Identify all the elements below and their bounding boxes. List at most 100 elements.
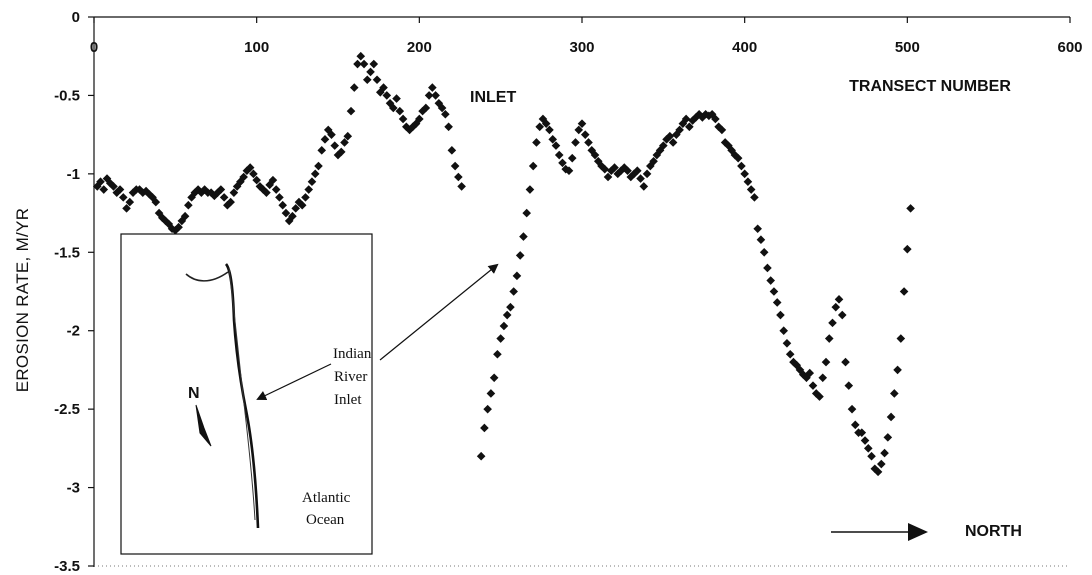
- data-point: [519, 232, 528, 241]
- data-point: [265, 180, 274, 190]
- inlet-annotation: INLET: [470, 89, 516, 106]
- x-tick-label: 400: [732, 39, 757, 56]
- data-point: [554, 150, 564, 160]
- data-point: [307, 177, 317, 186]
- data-point: [158, 213, 167, 223]
- inset-map: N Indian River Inlet Atlantic Ocean: [120, 233, 373, 555]
- data-point: [769, 287, 779, 296]
- data-point: [333, 150, 343, 160]
- data-point: [415, 114, 424, 124]
- data-point: [811, 389, 821, 398]
- data-point: [815, 392, 824, 401]
- data-point: [571, 138, 580, 147]
- data-point: [372, 75, 382, 85]
- data-point: [304, 185, 314, 194]
- data-point: [480, 423, 489, 433]
- x-tick-label: 0: [90, 39, 98, 56]
- y-tick-label: -2: [67, 323, 80, 340]
- y-tick-label: -1.5: [54, 244, 80, 261]
- data-point: [515, 251, 525, 260]
- data-point: [96, 177, 105, 186]
- data-point: [772, 298, 782, 307]
- data-point: [528, 161, 538, 171]
- data-point: [590, 150, 600, 160]
- inset-ocean-line1: Atlantic: [302, 490, 351, 506]
- y-axis-label: EROSION RATE, M/YR: [13, 208, 32, 393]
- data-point: [421, 103, 431, 113]
- data-point: [545, 125, 554, 135]
- data-point: [489, 373, 499, 383]
- y-tick-label: 0: [72, 9, 80, 26]
- data-point: [411, 119, 421, 128]
- data-point: [805, 368, 815, 378]
- data-point: [642, 169, 652, 179]
- data-point: [558, 158, 567, 168]
- inset-callout-line2: River: [334, 369, 367, 385]
- data-point: [824, 334, 834, 343]
- data-point: [431, 91, 440, 100]
- data-point: [818, 373, 828, 383]
- y-tick-label: -3: [67, 480, 80, 497]
- data-point: [213, 188, 222, 197]
- data-point: [779, 326, 789, 336]
- inset-map-frame: [120, 233, 373, 555]
- data-point: [603, 172, 613, 182]
- data-point: [115, 185, 125, 194]
- data-point: [154, 208, 164, 218]
- data-point: [903, 244, 912, 254]
- data-point: [314, 161, 323, 171]
- y-tick-label: -1: [67, 166, 80, 183]
- data-point: [782, 338, 792, 348]
- data-point: [672, 130, 681, 139]
- data-point: [216, 185, 226, 194]
- data-point: [382, 91, 392, 100]
- data-point: [271, 185, 281, 194]
- data-point: [294, 197, 304, 207]
- bay-curve: [185, 271, 229, 282]
- data-point: [402, 122, 411, 132]
- data-point: [502, 310, 512, 320]
- data-point: [454, 172, 463, 182]
- data-point: [844, 381, 854, 390]
- data-point: [92, 182, 102, 191]
- data-point: [356, 51, 366, 61]
- data-point: [675, 125, 684, 135]
- data-point: [320, 135, 330, 144]
- data-point: [532, 138, 541, 147]
- data-point: [362, 75, 372, 85]
- data-point: [392, 94, 401, 103]
- data-point: [408, 122, 418, 132]
- data-point: [366, 67, 375, 77]
- data-point: [600, 164, 610, 174]
- data-point: [584, 138, 593, 147]
- data-point: [711, 114, 720, 124]
- data-point: [509, 287, 518, 296]
- data-point: [834, 295, 844, 304]
- data-point: [740, 169, 749, 179]
- x-tick-label: 300: [569, 39, 594, 56]
- data-point: [441, 109, 450, 119]
- inset-callout-line1: Indian: [333, 346, 372, 362]
- data-point: [229, 188, 239, 197]
- data-point: [245, 163, 255, 172]
- data-point: [694, 109, 704, 119]
- data-point: [236, 177, 245, 186]
- data-point: [99, 185, 109, 194]
- data-point: [249, 169, 258, 179]
- data-point: [288, 211, 297, 221]
- y-tick-label: -2.5: [54, 401, 80, 418]
- data-point: [278, 200, 287, 210]
- data-point: [506, 302, 515, 312]
- data-point: [118, 193, 128, 202]
- x-axis-label: TRANSECT NUMBER: [849, 78, 1011, 95]
- data-point: [619, 163, 629, 172]
- data-point: [759, 247, 769, 257]
- data-point: [340, 138, 349, 147]
- data-point: [450, 161, 460, 171]
- data-point: [867, 451, 876, 461]
- data-point: [808, 381, 818, 390]
- data-point: [138, 188, 148, 197]
- data-point: [681, 114, 691, 124]
- data-point: [102, 174, 112, 183]
